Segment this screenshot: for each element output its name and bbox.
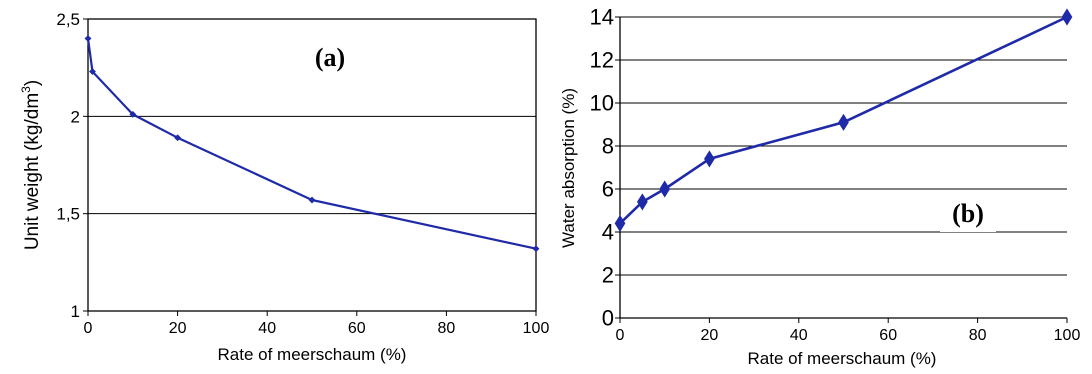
x-tick-label: 20 — [701, 327, 719, 344]
data-point-marker — [838, 113, 849, 131]
y-axis-title-b: Water absorption (%) — [559, 88, 578, 248]
gridlines-a — [88, 115, 536, 215]
data-point-marker — [129, 110, 137, 118]
y-tick-label: 2,5 — [56, 10, 80, 29]
data-point-marker — [89, 68, 96, 75]
y-axis-title-a-main: Unit weight (kg/dm — [22, 93, 43, 250]
y-axis-title-a-end: ) — [22, 80, 43, 86]
y-tick-label: 10 — [590, 91, 614, 116]
y-tick-label: 8 — [602, 134, 614, 159]
panel-label-b-background — [940, 192, 996, 232]
data-point-marker — [704, 150, 715, 168]
x-tick-label: 60 — [879, 327, 897, 344]
x-tick-label: 20 — [169, 320, 187, 337]
y-tick-labels-a: 1 1,5 2 2,5 — [56, 10, 88, 321]
y-tick-label: 2 — [71, 107, 80, 126]
y-tick-label: 14 — [590, 5, 614, 30]
gridlines-b — [620, 16, 1067, 276]
y-tick-label: 2 — [602, 263, 614, 288]
chart-panel-b: 0 20 40 60 80 100 0 2 4 6 8 10 12 14 (b) Rate of mee… — [559, 5, 1080, 368]
data-point-marker — [1061, 8, 1073, 26]
x-tick-label: 40 — [790, 327, 808, 344]
y-tick-label: 0 — [602, 306, 614, 331]
series-line — [86, 38, 537, 250]
x-tick-label: 100 — [1054, 327, 1081, 344]
x-tick-labels-a: 0 20 40 60 80 100 — [84, 311, 550, 337]
x-tick-label: 80 — [969, 327, 987, 344]
x-axis-title-a: Rate of meerschaum (%) — [218, 345, 407, 364]
panel-label-b: (b) — [952, 199, 984, 228]
data-point-marker — [659, 180, 671, 198]
y-tick-label: 1,5 — [56, 205, 80, 224]
x-tick-label: 40 — [258, 320, 276, 337]
y-tick-label: 12 — [590, 48, 614, 73]
y-tick-label: 1 — [71, 302, 80, 321]
y-tick-label: 6 — [602, 177, 614, 202]
y-tick-labels-b: 0 2 4 6 8 10 12 14 — [590, 5, 620, 331]
data-point-marker — [614, 214, 626, 232]
x-axis-title-b: Rate of meerschaum (%) — [748, 349, 937, 368]
panel-label-a: (a) — [315, 43, 345, 72]
x-tick-label: 0 — [84, 320, 93, 337]
data-point-marker — [532, 245, 540, 253]
x-tick-label: 80 — [438, 320, 456, 337]
axes-b — [619, 17, 1067, 319]
plot-frame-a — [87, 18, 537, 312]
x-tick-label: 100 — [523, 320, 550, 337]
data-point-marker — [174, 134, 182, 142]
x-tick-label: 60 — [348, 320, 366, 337]
x-tick-label: 0 — [616, 327, 625, 344]
x-tick-labels-b: 0 20 40 60 80 100 — [616, 318, 1081, 344]
data-point-marker — [84, 35, 92, 42]
data-point-marker — [636, 193, 648, 211]
y-tick-label: 4 — [602, 220, 614, 245]
series-b — [614, 8, 1073, 232]
chart-panel-a: 0 20 40 60 80 100 1 1,5 2 2,5 (a) Rate of meersc… — [19, 10, 549, 364]
series-a — [84, 35, 540, 253]
data-point-marker — [308, 196, 316, 204]
y-axis-title-a: Unit weight (kg/dm3) — [19, 80, 43, 250]
y-axis-title-a-sup: 3 — [19, 86, 33, 93]
series-line — [619, 15, 1068, 225]
